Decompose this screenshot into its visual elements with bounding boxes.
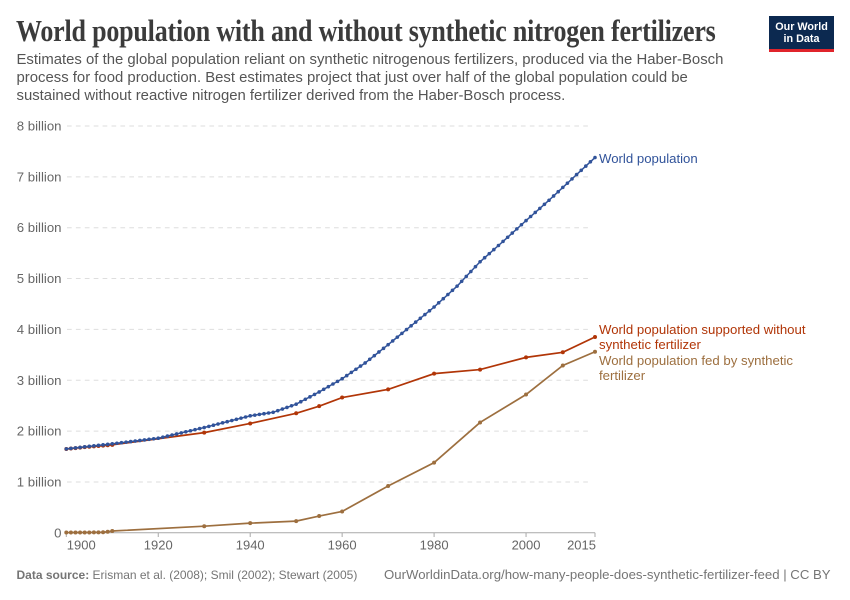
svg-text:1960: 1960: [328, 538, 357, 553]
svg-text:1920: 1920: [144, 538, 173, 553]
svg-text:2 billion: 2 billion: [17, 424, 62, 439]
svg-text:1980: 1980: [420, 538, 449, 553]
svg-text:1940: 1940: [236, 538, 265, 553]
svg-text:6 billion: 6 billion: [17, 220, 62, 235]
svg-text:4 billion: 4 billion: [17, 322, 62, 337]
svg-text:3 billion: 3 billion: [17, 373, 62, 388]
svg-text:2000: 2000: [512, 538, 541, 553]
svg-text:8 billion: 8 billion: [17, 119, 62, 134]
svg-text:5 billion: 5 billion: [17, 271, 62, 286]
svg-text:1 billion: 1 billion: [17, 474, 62, 489]
svg-text:7 billion: 7 billion: [17, 169, 62, 184]
svg-text:0: 0: [54, 525, 61, 540]
svg-text:2015: 2015: [567, 538, 596, 553]
svg-text:1900: 1900: [67, 538, 96, 553]
